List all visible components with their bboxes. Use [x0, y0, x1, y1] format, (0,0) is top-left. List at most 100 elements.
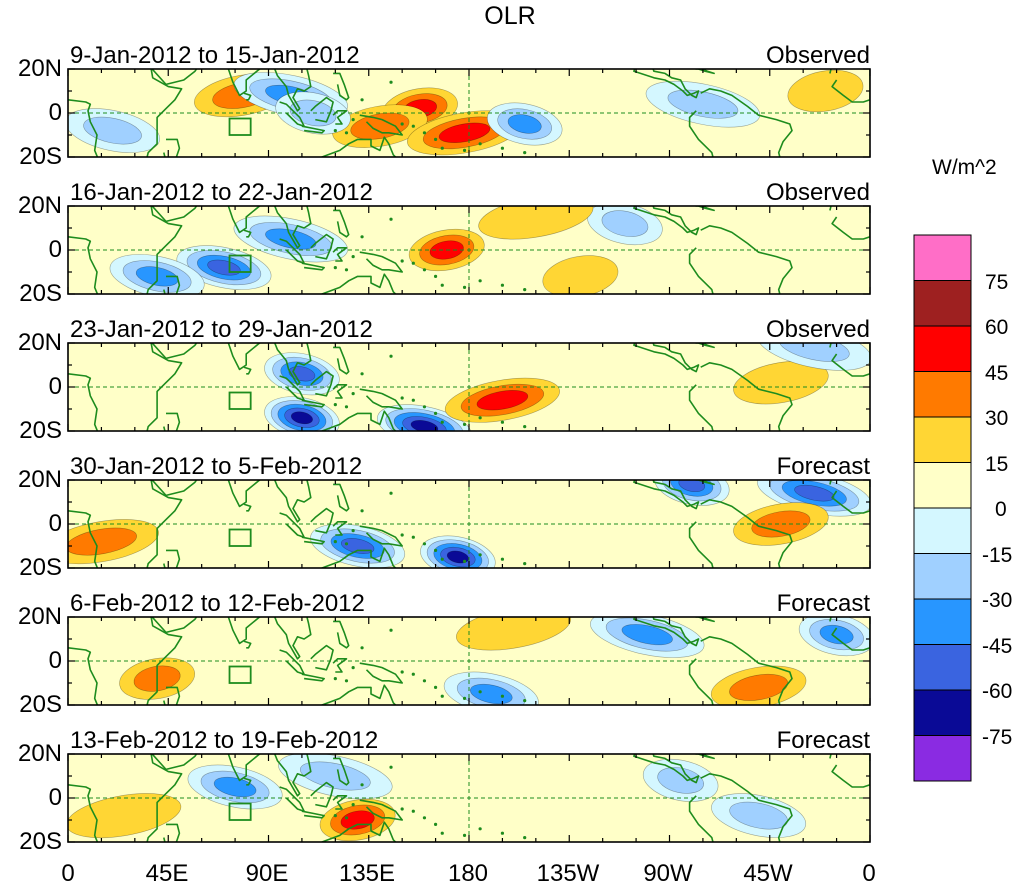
island	[389, 628, 393, 632]
island	[389, 765, 393, 769]
colorbar-swatch	[913, 507, 972, 554]
colorbar-label: 45	[985, 362, 1009, 385]
panel-6-map	[68, 754, 870, 842]
coastline	[688, 361, 793, 431]
island	[433, 411, 438, 415]
coastline	[243, 229, 252, 238]
coastline	[226, 343, 262, 371]
island	[411, 261, 415, 265]
anomaly-contour	[265, 228, 317, 250]
panel-6-date-range: 13-Feb-2012 to 19-Feb-2012	[70, 727, 379, 754]
lon-tick-label: 90E	[245, 860, 289, 887]
coastline	[332, 247, 348, 262]
coastline	[829, 343, 870, 377]
coastline	[693, 69, 715, 75]
coastline	[68, 617, 183, 705]
coastline	[68, 754, 183, 842]
lat-tick-label: 0	[48, 510, 62, 537]
island	[523, 425, 527, 429]
coastline	[301, 536, 326, 545]
coastline	[301, 262, 326, 271]
island	[462, 285, 467, 289]
lat-tick-label: 20N	[17, 740, 62, 767]
island	[500, 420, 505, 424]
island	[440, 831, 444, 835]
island	[523, 151, 527, 155]
coastline	[633, 617, 700, 647]
island	[389, 491, 393, 495]
colorbar-swatch	[913, 689, 972, 736]
island	[462, 833, 467, 838]
island	[333, 266, 337, 270]
coastline	[273, 754, 312, 797]
region-box	[228, 117, 252, 136]
coastline	[633, 69, 700, 99]
colorbar-label: 15	[985, 453, 1009, 476]
island	[351, 666, 355, 670]
coastline	[301, 673, 326, 682]
coastline	[321, 410, 397, 431]
coastline	[332, 383, 348, 399]
region-box	[228, 391, 252, 410]
coastline	[633, 206, 700, 236]
island	[500, 146, 505, 150]
coastline	[333, 757, 350, 786]
island	[478, 279, 482, 283]
coastline	[688, 498, 793, 568]
island	[433, 822, 438, 827]
colorbar-swatch	[913, 735, 972, 782]
colorbar-swatch	[913, 371, 972, 418]
island	[440, 283, 444, 287]
island	[433, 137, 438, 141]
coastline	[243, 503, 252, 512]
panel-3-type: Observed	[765, 316, 870, 343]
coastline	[310, 507, 334, 534]
colorbar-label: -75	[982, 726, 1013, 749]
lat-tick-label: 20N	[17, 466, 62, 493]
lon-tick-label: 135E	[338, 860, 396, 887]
coastline	[151, 617, 198, 634]
colorbar-label: 60	[985, 316, 1009, 339]
colorbar-swatch	[913, 325, 972, 372]
panel-3-date-range: 23-Jan-2012 to 29-Jan-2012	[70, 316, 373, 343]
island	[411, 124, 415, 128]
anomaly-contour	[438, 122, 491, 143]
colorbar-label: -60	[982, 680, 1013, 703]
island	[400, 533, 404, 537]
coastline	[279, 786, 305, 813]
anomaly-contour	[794, 484, 835, 502]
coastline	[829, 754, 870, 788]
island	[400, 122, 404, 126]
island	[351, 118, 355, 122]
anomaly-contour	[778, 343, 850, 362]
coastline	[688, 635, 793, 705]
coastline	[310, 370, 334, 397]
coastline	[693, 617, 715, 623]
island	[389, 217, 393, 221]
region-box	[228, 528, 252, 547]
coastline	[273, 206, 312, 249]
island	[351, 392, 355, 396]
island	[478, 416, 482, 420]
coastline	[321, 273, 397, 294]
coastline	[279, 101, 305, 127]
coastline	[163, 549, 181, 568]
lat-tick-label: 0	[48, 373, 62, 400]
lon-tick-label: 90W	[643, 860, 693, 887]
island	[422, 679, 427, 683]
island	[523, 562, 527, 566]
coastline	[321, 547, 397, 568]
coastline	[226, 617, 262, 645]
coastline	[310, 233, 334, 260]
coastline	[163, 138, 181, 157]
panel-4-date-range: 30-Jan-2012 to 5-Feb-2012	[70, 453, 363, 480]
coastline	[333, 346, 350, 375]
island	[360, 646, 364, 650]
coastline	[273, 617, 312, 660]
anomaly-contour	[83, 116, 142, 145]
coastline	[243, 92, 252, 101]
coastline	[332, 110, 348, 125]
island	[333, 677, 337, 681]
anomaly-contour	[667, 89, 739, 119]
